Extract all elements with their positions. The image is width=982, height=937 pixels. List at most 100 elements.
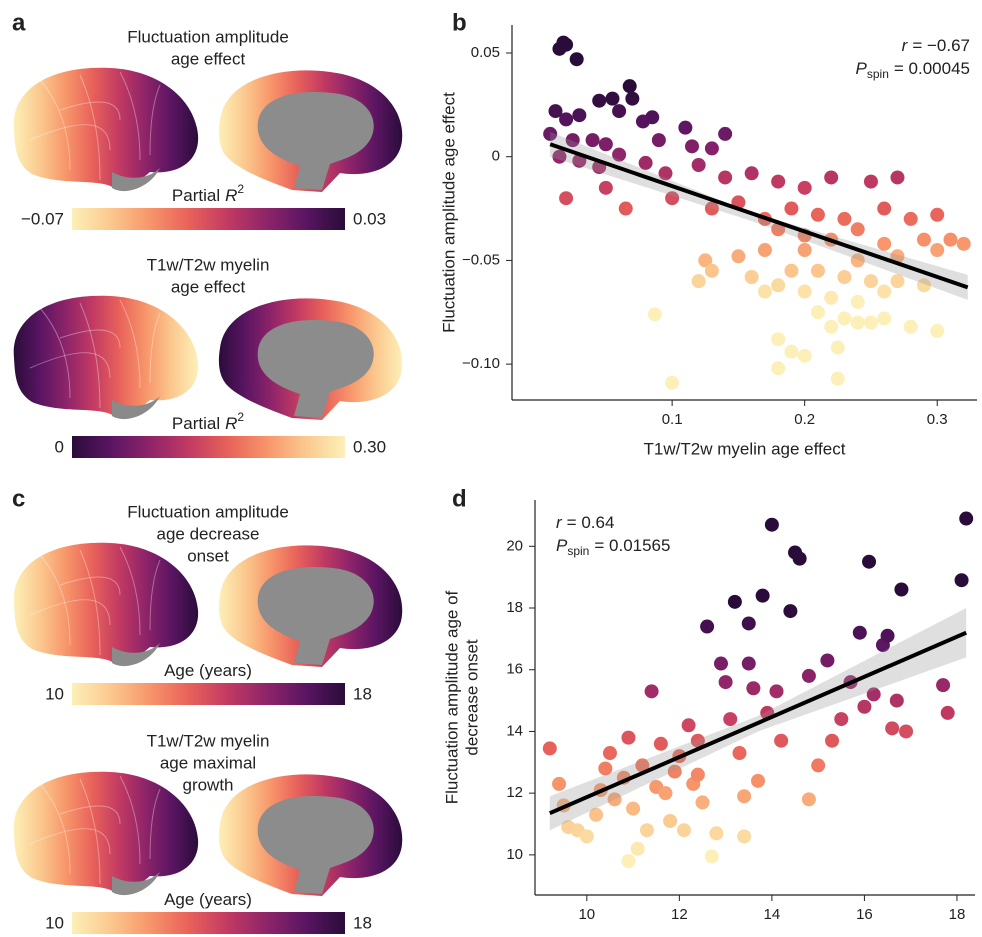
parcel-edge	[79, 302, 101, 409]
point	[852, 625, 867, 640]
map-title: age effect	[171, 277, 246, 296]
point	[862, 554, 877, 569]
point	[784, 263, 799, 278]
point	[877, 284, 892, 299]
point	[658, 166, 673, 181]
annotation-symbol: r	[902, 36, 909, 55]
point	[559, 112, 574, 127]
point	[890, 249, 905, 264]
point	[630, 841, 645, 856]
parcel-edge	[29, 599, 111, 626]
parcel-edge	[149, 788, 161, 860]
panel-letter: b	[452, 9, 467, 36]
point	[665, 191, 680, 206]
y-tick-label: 18	[506, 599, 523, 616]
point	[731, 249, 746, 264]
parcel-edge	[79, 549, 101, 656]
point	[605, 91, 620, 106]
point	[811, 758, 826, 773]
map-title: Fluctuation amplitude	[127, 502, 289, 521]
map-title: age decrease	[156, 524, 259, 543]
point	[621, 854, 636, 869]
parcel-edge	[39, 79, 71, 171]
point	[723, 712, 738, 727]
point	[824, 170, 839, 185]
point	[704, 849, 719, 864]
colorbar	[72, 436, 345, 458]
parcel-edge	[59, 805, 121, 825]
y-axis-label: decrease onset	[462, 639, 481, 756]
point	[769, 684, 784, 699]
point	[771, 278, 786, 293]
parcel-edge	[59, 576, 121, 596]
parcel-edge	[29, 828, 111, 855]
point	[737, 789, 752, 804]
parcel-edge	[149, 312, 161, 384]
point	[651, 133, 666, 148]
point	[607, 792, 622, 807]
point	[691, 274, 706, 289]
point	[690, 767, 705, 782]
point	[718, 126, 733, 141]
x-tick-label: 16	[856, 906, 873, 923]
parcel-edge	[79, 778, 101, 885]
point	[704, 201, 719, 216]
colorbar	[72, 683, 345, 705]
fit-line	[549, 630, 968, 816]
parcel-edge	[119, 775, 141, 865]
point	[612, 104, 627, 119]
label-symbol: R	[225, 414, 237, 433]
point	[877, 201, 892, 216]
point	[704, 141, 719, 156]
label-text: Partial	[172, 414, 220, 433]
point	[771, 222, 786, 237]
point	[880, 628, 895, 643]
medial-wall	[257, 320, 374, 418]
x-tick-label: 0.3	[927, 411, 948, 428]
annotation-text: = 0.01565	[594, 536, 670, 555]
label-text: Partial	[172, 186, 220, 205]
parcel-edge	[59, 329, 121, 349]
point	[638, 155, 653, 170]
annotation-symbol: P	[556, 536, 568, 555]
map-title: age effect	[171, 49, 246, 68]
point	[784, 201, 799, 216]
point	[830, 340, 845, 355]
colorbar-tick-label: 0.03	[353, 209, 386, 228]
point	[903, 211, 918, 226]
colorbar-tick-label: −0.07	[21, 209, 64, 228]
label-symbol: R	[225, 186, 237, 205]
cerebellum	[112, 872, 160, 896]
point	[626, 801, 641, 816]
point	[863, 315, 878, 330]
point	[943, 232, 958, 247]
y-tick-label: 0.05	[471, 44, 500, 61]
point	[930, 207, 945, 222]
point	[704, 263, 719, 278]
point	[589, 807, 604, 822]
point	[598, 761, 613, 776]
panel-letter: d	[452, 485, 467, 512]
point	[801, 668, 816, 683]
point	[741, 656, 756, 671]
parcel-edge	[119, 71, 141, 161]
point	[658, 786, 673, 801]
point	[622, 79, 637, 94]
fit-line	[549, 142, 969, 290]
panel-letter: c	[12, 485, 25, 512]
colorbar-tick-label: 0	[55, 437, 64, 456]
colorbar-tick-label: 0.30	[353, 437, 386, 456]
point	[797, 180, 812, 195]
point	[820, 653, 835, 668]
medial-wall	[257, 92, 374, 190]
point	[825, 733, 840, 748]
map-title: T1w/T2w myelin	[147, 255, 270, 274]
point	[850, 222, 865, 237]
x-axis-label: T1w/T2w myelin age of maximal growth	[606, 934, 905, 937]
x-tick-label: 12	[671, 906, 688, 923]
point	[866, 687, 881, 702]
colorbar-tick-label: 10	[45, 684, 64, 703]
point	[877, 311, 892, 326]
point	[792, 551, 807, 566]
parcel-edge	[119, 299, 141, 389]
